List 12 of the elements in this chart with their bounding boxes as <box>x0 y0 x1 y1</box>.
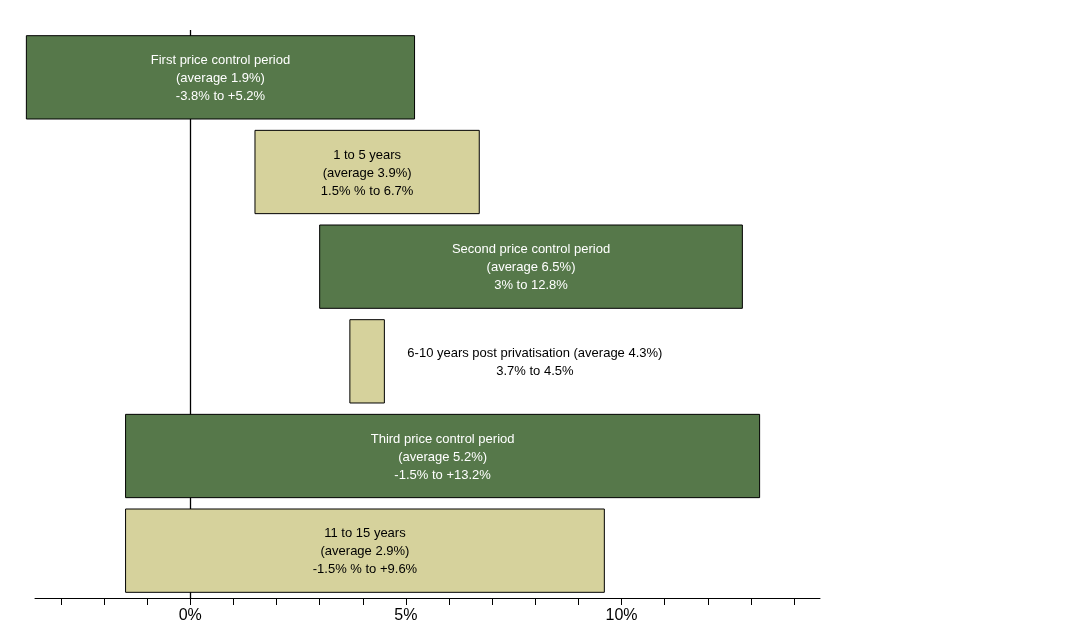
bar <box>254 129 480 215</box>
annotation: 11 to 15 years (average 2.9%) -1.5% % to +9.6% <box>312 525 418 577</box>
bar <box>319 224 743 309</box>
x-tick-label: 5% <box>394 605 418 623</box>
bar <box>349 319 385 404</box>
x-tick-label: 0% <box>178 605 202 623</box>
annotation: Third price control period (average 5.2%) -1.5% to +13.2% <box>370 430 515 482</box>
x-tick-label: 10% <box>605 605 638 623</box>
annotation: Second price control period (average 6.5%) 3% to 12.8% <box>451 241 611 293</box>
annotation: First price control period (average 1.9%) -3.8% to +5.2% <box>150 51 291 103</box>
annotation: 1 to 5 years (average 3.9%) 1.5% % to 6.7% <box>320 146 414 198</box>
annotation: 6-10 years post privatisation (average 4.3%) 3.7% to 4.5% <box>407 344 663 378</box>
